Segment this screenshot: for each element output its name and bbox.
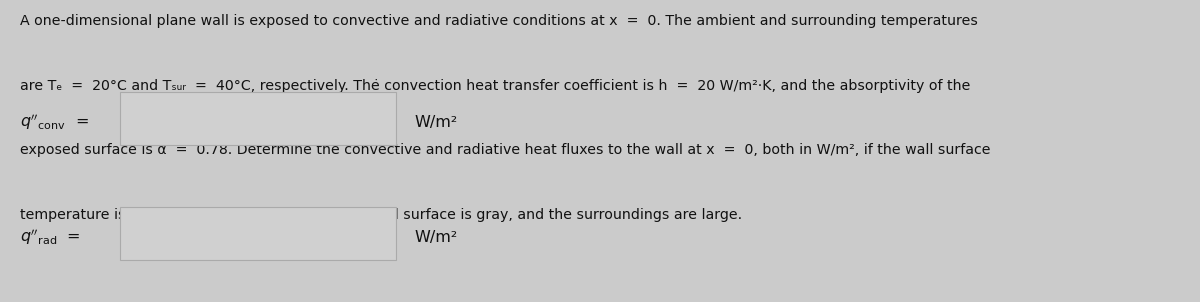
Text: W/m²: W/m² xyxy=(414,230,457,245)
Text: exposed surface is α  =  0.78. Determine the convective and radiative heat fluxe: exposed surface is α = 0.78. Determine t… xyxy=(20,143,991,157)
Text: W/m²: W/m² xyxy=(414,115,457,130)
Text: are Tₑ  =  20°C and Tₛᵤᵣ  =  40°C, respectively. Thė convection heat transfer c: are Tₑ = 20°C and Tₛᵤᵣ = 40°C, respectiv… xyxy=(20,79,971,92)
FancyBboxPatch shape xyxy=(120,207,396,260)
Text: $q''_{\mathregular{rad}}$  =: $q''_{\mathregular{rad}}$ = xyxy=(20,227,80,247)
Text: temperature is Tₛ  =  25°C. Assume the exposed wall surface is gray, and the sur: temperature is Tₛ = 25°C. Assume the exp… xyxy=(20,208,743,222)
Text: A one-dimensional plane wall is exposed to convective and radiative conditions a: A one-dimensional plane wall is exposed … xyxy=(20,14,978,27)
FancyBboxPatch shape xyxy=(120,92,396,145)
Text: $q''_{\mathregular{conv}}$  =: $q''_{\mathregular{conv}}$ = xyxy=(20,112,89,133)
